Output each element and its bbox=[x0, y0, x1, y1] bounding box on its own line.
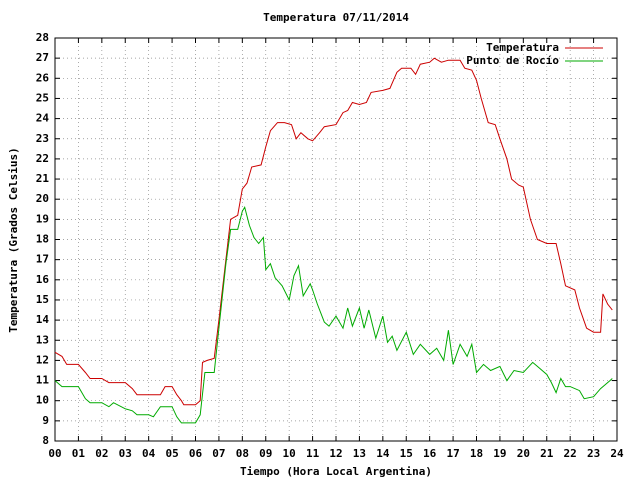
series-line bbox=[54, 57, 613, 406]
plot-frame bbox=[54, 37, 618, 442]
series-line bbox=[54, 206, 613, 424]
x-tick-label: 01 bbox=[72, 447, 86, 460]
y-tick-label: 23 bbox=[36, 132, 49, 145]
y-tick-label: 24 bbox=[36, 112, 50, 125]
y-tick-label: 14 bbox=[36, 313, 50, 326]
x-tick-label: 22 bbox=[564, 447, 577, 460]
x-tick-label: 03 bbox=[119, 447, 132, 460]
y-tick-label: 12 bbox=[36, 353, 49, 366]
y-tick-label: 22 bbox=[36, 152, 49, 165]
y-tick-label: 8 bbox=[42, 434, 49, 447]
y-tick-label: 21 bbox=[36, 172, 50, 185]
x-tick-label: 23 bbox=[587, 447, 600, 460]
y-tick-label: 11 bbox=[36, 374, 50, 387]
y-tick-label: 15 bbox=[36, 293, 49, 306]
y-tick-label: 26 bbox=[36, 71, 50, 84]
y-tick-label: 9 bbox=[42, 414, 49, 427]
x-tick-label: 04 bbox=[142, 447, 156, 460]
y-tick-label: 13 bbox=[36, 333, 49, 346]
chart-title: Temperatura 07/11/2014 bbox=[263, 11, 409, 24]
x-tick-label: 00 bbox=[48, 447, 61, 460]
x-tick-label: 21 bbox=[540, 447, 554, 460]
x-tick-label: 07 bbox=[212, 447, 225, 460]
legend-label: Punto de Rocío bbox=[466, 54, 559, 67]
x-tick-label: 05 bbox=[165, 447, 178, 460]
x-tick-label: 13 bbox=[353, 447, 366, 460]
y-tick-label: 28 bbox=[36, 31, 49, 44]
x-tick-label: 24 bbox=[610, 447, 624, 460]
x-tick-label: 08 bbox=[236, 447, 249, 460]
y-tick-label: 18 bbox=[36, 233, 49, 246]
x-tick-label: 12 bbox=[329, 447, 342, 460]
y-tick-label: 25 bbox=[36, 91, 49, 104]
y-tick-label: 20 bbox=[36, 192, 49, 205]
x-tick-label: 06 bbox=[189, 447, 203, 460]
x-axis-label: Tiempo (Hora Local Argentina) bbox=[240, 465, 432, 478]
y-axis-label: Temperatura (Grados Celsius) bbox=[7, 147, 20, 332]
x-tick-label: 19 bbox=[493, 447, 506, 460]
x-tick-label: 16 bbox=[423, 447, 437, 460]
x-tick-label: 02 bbox=[95, 447, 108, 460]
x-tick-label: 09 bbox=[259, 447, 272, 460]
x-tick-label: 17 bbox=[446, 447, 459, 460]
y-tick-label: 10 bbox=[36, 394, 49, 407]
y-tick-label: 16 bbox=[36, 273, 50, 286]
x-tick-label: 15 bbox=[400, 447, 413, 460]
x-tick-label: 14 bbox=[376, 447, 390, 460]
x-tick-label: 18 bbox=[470, 447, 483, 460]
y-tick-label: 19 bbox=[36, 212, 49, 225]
legend-label: Temperatura bbox=[486, 41, 559, 54]
x-tick-label: 20 bbox=[517, 447, 530, 460]
y-tick-label: 27 bbox=[36, 51, 49, 64]
x-tick-label: 11 bbox=[306, 447, 320, 460]
y-tick-label: 17 bbox=[36, 253, 49, 266]
x-tick-label: 10 bbox=[283, 447, 296, 460]
